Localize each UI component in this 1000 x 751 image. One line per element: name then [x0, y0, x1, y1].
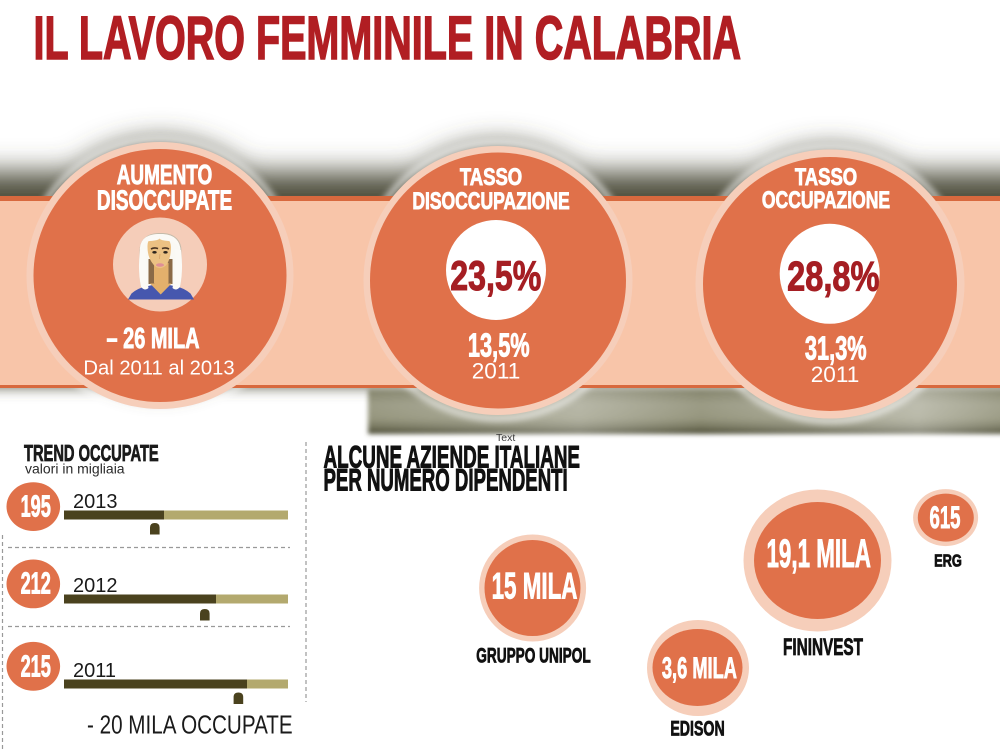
- svg-text:PER NUMERO DIPENDENTI: PER NUMERO DIPENDENTI: [324, 461, 568, 498]
- svg-text:3,6 MILA: 3,6 MILA: [662, 653, 737, 686]
- svg-text:Text: Text: [496, 432, 515, 444]
- svg-text:15 MILA: 15 MILA: [492, 565, 578, 607]
- svg-text:GRUPPO UNIPOL: GRUPPO UNIPOL: [476, 644, 591, 668]
- svg-text:2011: 2011: [472, 359, 521, 384]
- svg-text:195: 195: [21, 490, 51, 524]
- svg-text:2011: 2011: [811, 362, 860, 387]
- svg-text:28,8%: 28,8%: [787, 252, 879, 299]
- svg-text:2011: 2011: [73, 660, 116, 682]
- svg-text:13,5%: 13,5%: [468, 326, 530, 364]
- svg-text:AUMENTO: AUMENTO: [117, 161, 213, 191]
- svg-text:FININVEST: FININVEST: [783, 635, 863, 661]
- svg-text:valori in migliaia: valori in migliaia: [25, 461, 125, 477]
- svg-text:215: 215: [21, 650, 51, 684]
- svg-text:TREND OCCUPATE: TREND OCCUPATE: [24, 442, 159, 467]
- svg-text:– 26 MILA: – 26 MILA: [106, 324, 199, 355]
- svg-text:DISOCCUPATE: DISOCCUPATE: [97, 186, 232, 216]
- svg-text:23,5%: 23,5%: [450, 252, 541, 299]
- svg-text:TASSO: TASSO: [460, 164, 522, 191]
- svg-text:- 20 MILA OCCUPATE: - 20 MILA OCCUPATE: [87, 710, 293, 739]
- svg-text:ERG: ERG: [934, 552, 962, 571]
- svg-text:OCCUPAZIONE: OCCUPAZIONE: [762, 188, 890, 214]
- svg-text:EDISON: EDISON: [670, 717, 724, 741]
- svg-text:DISOCCUPAZIONE: DISOCCUPAZIONE: [412, 189, 569, 215]
- svg-text:31,3%: 31,3%: [805, 329, 867, 367]
- svg-text:212: 212: [21, 567, 51, 601]
- svg-text:TASSO: TASSO: [795, 164, 857, 191]
- svg-text:IL LAVORO FEMMINILE IN CALABRI: IL LAVORO FEMMINILE IN CALABRIA: [34, 3, 742, 72]
- svg-text:Dal 2011 al 2013: Dal 2011 al 2013: [83, 358, 234, 380]
- svg-text:615: 615: [930, 501, 961, 535]
- svg-text:19,1 MILA: 19,1 MILA: [766, 531, 871, 575]
- svg-text:2012: 2012: [73, 575, 118, 597]
- svg-text:2013: 2013: [73, 491, 118, 513]
- svg-text:ALCUNE AZIENDE ITALIANE: ALCUNE AZIENDE ITALIANE: [324, 438, 581, 474]
